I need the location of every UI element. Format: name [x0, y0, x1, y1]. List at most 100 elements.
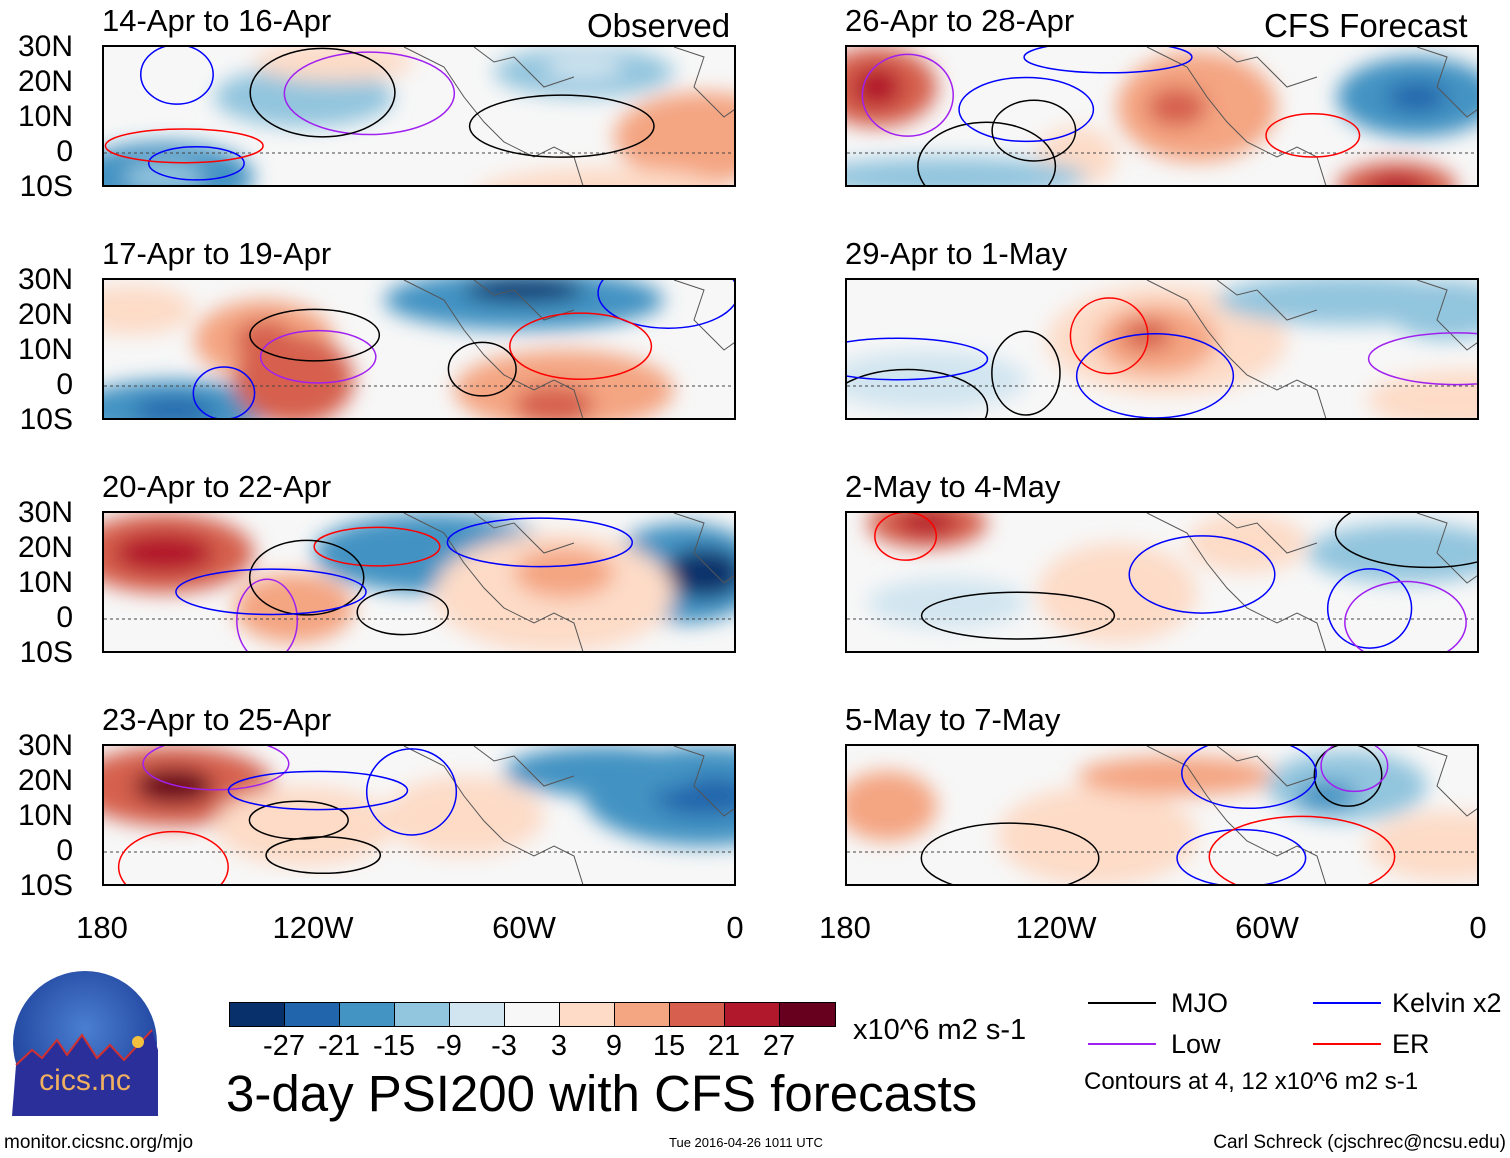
lon-label: 0	[726, 910, 744, 945]
contour-line	[365, 748, 458, 836]
contour-line	[249, 308, 381, 362]
colorbar-tick-label: 27	[762, 1030, 796, 1062]
colorbar-swatch	[670, 1003, 725, 1026]
anomaly-shading	[897, 513, 957, 535]
colorbar-tick-label: 21	[707, 1030, 741, 1062]
lat-label: 20N	[17, 531, 73, 564]
map-panel	[845, 45, 1479, 187]
legend-mjo: MJO	[1171, 988, 1228, 1018]
anomaly-shading	[544, 55, 624, 79]
anomaly-shading	[1367, 811, 1477, 881]
anomaly-shading	[384, 776, 544, 856]
contour-line	[509, 312, 653, 381]
contour-line	[958, 76, 1095, 143]
legend-er-line	[1313, 1043, 1381, 1045]
contour-line	[920, 822, 1100, 884]
lat-label: 30N	[17, 729, 73, 762]
contour-line	[847, 337, 989, 381]
colorbar-swatch	[395, 1003, 450, 1026]
contour-line	[1128, 535, 1276, 614]
coastline	[403, 746, 734, 884]
cics-logo: cics.nc	[12, 971, 158, 1116]
colorbar-swatch	[780, 1003, 835, 1026]
lat-label: 30N	[17, 263, 73, 296]
contour-line	[1265, 113, 1361, 158]
legend-kelvin: Kelvin x2	[1392, 988, 1502, 1018]
lat-label: 0	[56, 834, 73, 867]
contour-line	[917, 121, 1057, 185]
contour-line	[1176, 828, 1307, 884]
panel-title: 2-May to 4-May	[845, 469, 1061, 504]
anomaly-shading	[484, 167, 724, 185]
colorbar-swatch	[450, 1003, 505, 1026]
anomaly-shading	[1037, 543, 1197, 643]
lat-label: 30N	[17, 496, 73, 529]
anomaly-shading	[1387, 82, 1447, 112]
coastline	[1146, 746, 1477, 884]
colorbar-swatch	[560, 1003, 615, 1026]
panel-title: 17-Apr to 19-Apr	[102, 236, 332, 271]
anomaly-shading	[504, 746, 704, 796]
map-panel	[845, 511, 1479, 653]
contour-line	[236, 578, 299, 651]
anomaly-shading	[1077, 756, 1277, 796]
contour-line	[356, 588, 449, 636]
colorbar-tick-label: -21	[318, 1030, 360, 1062]
contour-line	[991, 330, 1061, 416]
contour-line	[468, 94, 655, 158]
colorbar-swatch	[285, 1003, 340, 1026]
anomaly-shading	[384, 280, 664, 330]
map-panel	[102, 278, 736, 420]
legend-low-line	[1088, 1043, 1156, 1045]
lon-label: 120W	[1015, 910, 1097, 945]
contour-line	[192, 366, 256, 418]
anomaly-shading	[134, 398, 214, 418]
footer-url[interactable]: monitor.cicsnc.org/mjo	[4, 1132, 194, 1153]
contour-line	[1326, 568, 1413, 649]
contour-line	[597, 280, 734, 329]
contour-line	[227, 770, 409, 811]
anomaly-shading	[104, 285, 194, 335]
contour-line	[140, 47, 214, 105]
contour-line	[1320, 746, 1389, 793]
colorbar-swatch	[340, 1003, 395, 1026]
colorbar-swatch	[230, 1003, 285, 1026]
anomaly-shading	[1337, 162, 1457, 185]
contour-line	[283, 51, 456, 136]
anomaly-shading	[454, 350, 674, 418]
colorbar-tick-label: 3	[550, 1030, 568, 1062]
lon-label: 0	[1469, 910, 1487, 945]
anomaly-shading	[234, 573, 354, 643]
colorbar-tick-label: -15	[373, 1030, 415, 1062]
contour-line	[920, 591, 1116, 640]
lat-label: 0	[56, 135, 73, 168]
anomaly-shading	[214, 67, 394, 127]
coastline	[1146, 280, 1477, 418]
contour-line	[104, 128, 264, 164]
contour-line	[313, 526, 441, 567]
map-panel	[102, 45, 736, 187]
panel-title: 23-Apr to 25-Apr	[102, 702, 332, 737]
map-panel	[102, 511, 736, 653]
anomaly-shading	[1367, 370, 1477, 418]
colorbar-swatch	[615, 1003, 670, 1026]
contour-line	[147, 146, 245, 181]
contour-line	[175, 568, 367, 616]
anomaly-shading	[1367, 175, 1427, 185]
colorbar-tick-label: -27	[263, 1030, 305, 1062]
coastline	[1146, 513, 1477, 651]
contour-line	[259, 329, 377, 384]
contour-line	[1181, 746, 1317, 810]
anomaly-shading	[664, 548, 734, 598]
anomaly-shading	[1147, 87, 1207, 127]
anomaly-shading	[1297, 781, 1357, 811]
anomaly-shading	[1122, 320, 1172, 350]
panel-title: 26-Apr to 28-Apr	[845, 3, 1075, 38]
contour-line	[446, 517, 634, 568]
contour-line	[248, 539, 365, 616]
lat-label: 10N	[17, 566, 73, 599]
colorbar-tick-label: -3	[491, 1030, 517, 1062]
contour-line	[117, 830, 229, 884]
contour-line	[1069, 297, 1149, 375]
